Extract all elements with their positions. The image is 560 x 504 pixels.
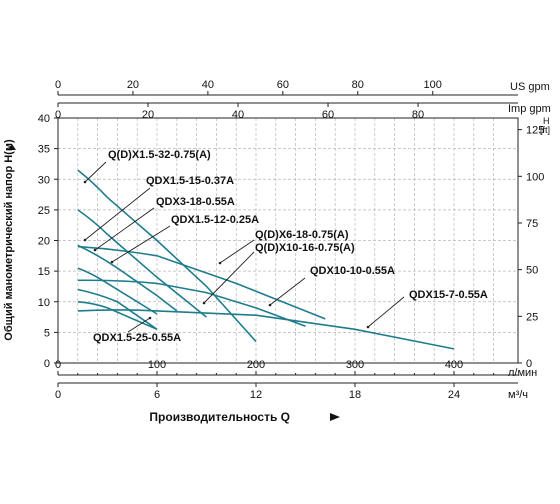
us-gpm-tick-label: 20 xyxy=(127,79,139,91)
l-min-tick-label: 400 xyxy=(445,359,463,371)
m3-h-tick-label: 18 xyxy=(349,389,361,401)
ft-tick-label: 75 xyxy=(526,218,538,230)
m3-h-tick-label: 0 xyxy=(55,389,61,401)
pump-curve-1 xyxy=(77,169,257,343)
series-label-6: Q(D)X10-16-0.75(A) xyxy=(255,242,355,254)
pump-curve-7 xyxy=(77,279,306,328)
imp-gpm-tick-label: 40 xyxy=(232,109,244,121)
leader-arrow-5 xyxy=(218,261,222,265)
leader-arrow-1 xyxy=(83,180,87,184)
leader-arrow-2 xyxy=(83,238,87,242)
y-tick-label: 0 xyxy=(44,358,50,370)
y-tick-label: 20 xyxy=(38,236,50,248)
y-tick-label: 5 xyxy=(44,327,50,339)
leader-line-2 xyxy=(84,187,151,241)
us-gpm-tick-label: 0 xyxy=(55,79,61,91)
imp-gpm-tick-label: 20 xyxy=(142,109,154,121)
imp-gpm-tick-label: 80 xyxy=(412,109,424,121)
y-axis-arrow-icon xyxy=(8,144,16,150)
pump-curve-3 xyxy=(77,244,178,312)
pump-curve-6 xyxy=(77,209,208,318)
leader-line-7 xyxy=(269,277,306,306)
m3-h-tick-label: 24 xyxy=(448,389,460,401)
leader-line-6 xyxy=(203,251,255,304)
leader-line-3 xyxy=(94,207,155,251)
leader-arrow-6 xyxy=(202,301,206,305)
ft-unit-ft: [ft] xyxy=(540,125,550,135)
grid xyxy=(58,118,518,363)
series-label-8: QDX15-7-0.55A xyxy=(409,289,488,301)
y-tick-label: 25 xyxy=(38,205,50,217)
leader-line-4 xyxy=(111,225,171,263)
ft-unit-h: H xyxy=(543,116,550,126)
leader-line-5 xyxy=(219,239,255,264)
leader-arrow-8 xyxy=(366,325,370,329)
x-axis-arrow-icon xyxy=(330,413,340,421)
m3-h-tick-label: 6 xyxy=(154,389,160,401)
ft-tick-label: 100 xyxy=(526,171,544,183)
series-label-3: QDX3-18-0.55A xyxy=(156,196,235,208)
l-min-tick-label: 300 xyxy=(346,359,364,371)
us-gpm-tick-label: 100 xyxy=(424,79,442,91)
ft-tick-label: 0 xyxy=(526,358,532,370)
leader-arrow-9 xyxy=(148,316,152,320)
l-min-tick-label: 100 xyxy=(148,359,166,371)
leader-line-1 xyxy=(84,161,107,183)
l-min-label: л/мин xyxy=(508,367,537,379)
series-label-7: QDX10-10-0.55A xyxy=(310,265,395,277)
l-min-tick-label: 0 xyxy=(55,359,61,371)
pump-curve-2 xyxy=(77,267,158,315)
leader-lines xyxy=(83,161,405,333)
ft-tick-label: 50 xyxy=(526,265,538,277)
y-tick-label: 10 xyxy=(38,297,50,309)
y-axis-title: Общий манометрический напор H(м) xyxy=(3,139,15,341)
series-label-9: QDX1.5-25-0.55A xyxy=(93,332,181,344)
ft-tick-label: 125 xyxy=(526,125,544,137)
series-label-4: QDX1.5-12-0.25A xyxy=(171,214,259,226)
series-label-5: Q(D)X6-18-0.75(A) xyxy=(255,229,349,241)
us-gpm-tick-label: 60 xyxy=(277,79,289,91)
ft-tick-label: 25 xyxy=(526,311,538,323)
series-label-1: Q(D)X1.5-32-0.75(A) xyxy=(108,149,211,161)
l-min-tick-label: 200 xyxy=(247,359,265,371)
leader-line-8 xyxy=(367,296,405,328)
m3-h-label: м³/ч xyxy=(508,389,528,401)
us-gpm-tick-label: 80 xyxy=(352,79,364,91)
pump-curves xyxy=(77,169,455,350)
leader-arrow-7 xyxy=(268,303,272,307)
pump-curve-5 xyxy=(77,245,326,320)
leader-arrow-3 xyxy=(93,248,97,252)
pump-curve-8 xyxy=(77,309,455,350)
y-tick-label: 35 xyxy=(38,144,50,156)
us-gpm-label: US gpm xyxy=(510,81,550,93)
us-gpm-tick-label: 40 xyxy=(202,79,214,91)
y-tick-label: 30 xyxy=(38,174,50,186)
imp-gpm-label: Imp gpm xyxy=(508,103,551,115)
leader-line-9 xyxy=(127,317,151,333)
x-axis-title: Производительность Q xyxy=(149,410,290,424)
y-tick-label: 15 xyxy=(38,266,50,278)
m3-h-tick-label: 12 xyxy=(250,389,262,401)
leader-arrow-4 xyxy=(110,260,114,264)
imp-gpm-tick-label: 0 xyxy=(55,109,61,121)
series-label-2: QDX1.5-15-0.37A xyxy=(146,175,234,187)
imp-gpm-tick-label: 60 xyxy=(322,109,334,121)
y-tick-label: 40 xyxy=(38,113,50,125)
